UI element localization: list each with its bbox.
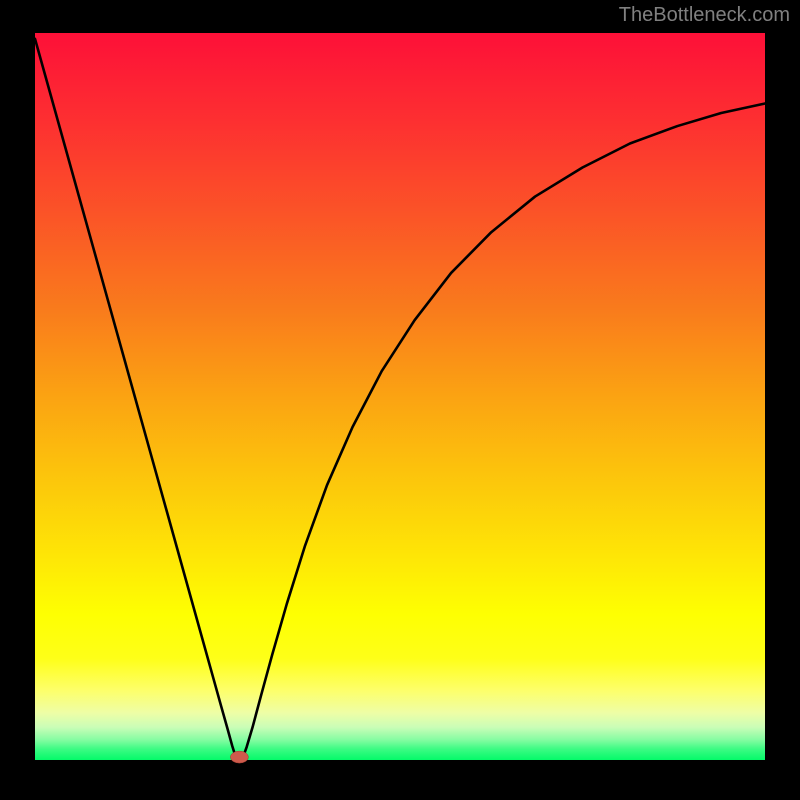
chart-svg bbox=[0, 0, 800, 800]
bottleneck-chart: TheBottleneck.com bbox=[0, 0, 800, 800]
optimal-point-marker bbox=[230, 751, 248, 763]
